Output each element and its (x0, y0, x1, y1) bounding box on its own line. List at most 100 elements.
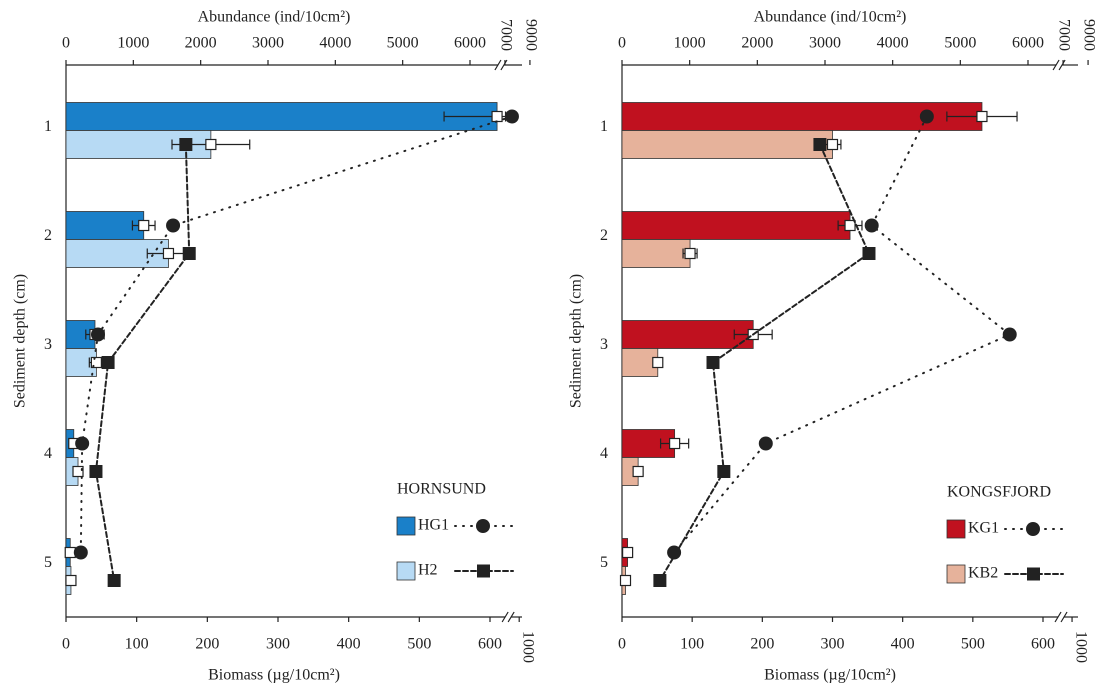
biomass-point (826, 138, 839, 151)
x2-tick-label: 0 (62, 35, 70, 52)
axis-break (1060, 611, 1068, 623)
x2-tick-label: 4000 (319, 35, 351, 52)
bar (621, 348, 659, 377)
y-tick-label: 4 (600, 445, 608, 462)
x-tick-label: 100 (125, 636, 149, 653)
biomass-point (491, 110, 503, 123)
abundance-line (673, 115, 1012, 554)
biomass-point (205, 138, 217, 151)
y-axis-title: Sediment depth (cm) (12, 274, 29, 408)
x-tick-label: 1000 (1072, 631, 1089, 663)
x-tick-label: 100 (680, 636, 704, 653)
x-tick-label: 200 (195, 636, 219, 653)
x-tick-label: 400 (891, 636, 915, 653)
axis-break (507, 611, 515, 623)
biomass-point (619, 574, 632, 587)
abundance-point (179, 138, 193, 151)
x-tick-label: 500 (961, 636, 985, 653)
x-tick-label: 1000 (520, 631, 537, 663)
abundance-point (706, 356, 720, 369)
biomass-point (622, 546, 634, 559)
legend-label: KG1 (968, 520, 999, 537)
legend-swatch (946, 564, 966, 584)
x2-tick-label: 6000 (1012, 35, 1044, 52)
y-tick-label: 4 (44, 445, 52, 462)
x2-tick-label: 7000 (497, 19, 514, 51)
x2-tick-label: 3000 (252, 35, 284, 52)
x-tick-label: 300 (266, 636, 290, 653)
biomass-point (652, 356, 664, 369)
abundance-point (101, 356, 115, 369)
biomass-point (72, 465, 84, 478)
y-tick-label: 2 (600, 227, 608, 244)
legend-swatch (396, 561, 416, 581)
axis-break (1052, 59, 1060, 71)
x-tick-label: 600 (1031, 636, 1055, 653)
abundance-point (90, 327, 105, 342)
x-tick-label: 600 (478, 636, 502, 653)
y-tick-label: 3 (44, 336, 52, 353)
abundance-point (717, 465, 731, 478)
biomass-point (138, 219, 150, 232)
abundance-point (73, 545, 88, 560)
legend-marker (476, 519, 490, 533)
x2-tick-label: 9000 (522, 19, 539, 51)
bar (621, 211, 851, 240)
abundance-point (864, 218, 879, 233)
legend-label: HG1 (418, 517, 449, 534)
legend-label: H2 (418, 562, 438, 579)
biomass-point (64, 546, 76, 559)
x2-tick-label: 5000 (387, 35, 419, 52)
x-tick-label: 300 (821, 636, 845, 653)
biomass-point (162, 247, 175, 260)
axis-break (1058, 59, 1066, 71)
abundance-point (107, 574, 121, 587)
x-tick-label: 400 (337, 636, 361, 653)
legend-swatch (946, 519, 966, 539)
legend-marker (1027, 567, 1040, 581)
biomass-point (632, 465, 644, 478)
axis-break (494, 59, 502, 71)
x-axis-title: Biomass (µg/10cm²) (764, 667, 896, 684)
abundance-point (758, 436, 773, 451)
x2-tick-label: 2000 (185, 35, 217, 52)
x-tick-label: 0 (62, 636, 70, 653)
y-tick-label: 1 (44, 118, 52, 135)
y-tick-label: 2 (44, 227, 52, 244)
x-tick-label: 0 (618, 636, 626, 653)
x2-axis-title: Abundance (ind/10cm²) (754, 9, 907, 26)
abundance-point (166, 218, 181, 233)
biomass-point (90, 356, 102, 369)
x2-tick-label: 9000 (1080, 19, 1097, 51)
x2-axis-title: Abundance (ind/10cm²) (198, 9, 351, 26)
bar (621, 130, 833, 159)
x2-tick-label: 7000 (1055, 19, 1072, 51)
x2-tick-label: 1000 (674, 35, 706, 52)
x2-tick-label: 0 (618, 35, 626, 52)
axis-break (500, 59, 508, 71)
abundance-point (862, 247, 876, 260)
legend-title: HORNSUND (397, 481, 486, 498)
biomass-point (844, 219, 856, 232)
y-tick-label: 1 (600, 118, 608, 135)
abundance-point (89, 465, 103, 478)
x-tick-label: 500 (407, 636, 431, 653)
bar (621, 320, 754, 349)
abundance-point (653, 574, 667, 587)
legend-label: KB2 (968, 565, 998, 582)
bar (65, 102, 498, 131)
abundance-line (658, 143, 871, 582)
biomass-point (669, 437, 681, 450)
legend-marker (477, 564, 490, 578)
legend-title: KONGSFJORD (947, 484, 1051, 501)
x2-tick-label: 6000 (454, 35, 486, 52)
y-tick-label: 5 (600, 554, 608, 571)
x-axis-title: Biomass (µg/10cm²) (208, 667, 340, 684)
legend-swatch (396, 516, 416, 536)
abundance-point (504, 109, 519, 124)
biomass-point (65, 574, 77, 587)
axis-break (501, 611, 509, 623)
y-tick-label: 5 (44, 554, 52, 571)
x-tick-label: 200 (750, 636, 774, 653)
